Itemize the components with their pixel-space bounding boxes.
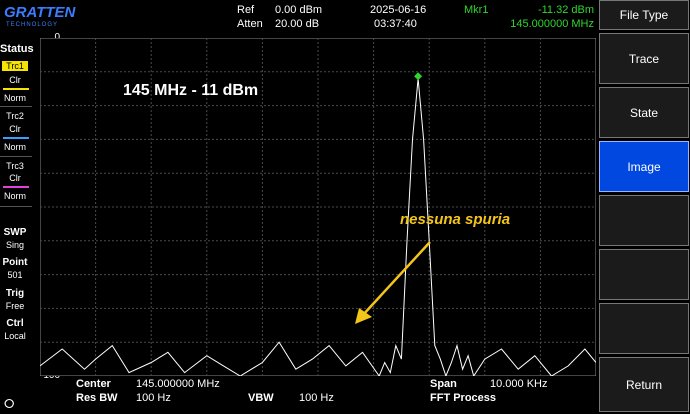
softkey-return[interactable]: Return: [599, 357, 689, 412]
spectrum-trace: [40, 78, 596, 376]
trace3-mode: Clr: [9, 173, 21, 183]
atten-value: 20.00 dB: [275, 18, 320, 30]
center-label: Center: [76, 378, 111, 390]
softkey-trace[interactable]: Trace: [599, 33, 689, 84]
usb-icon: ⭘: [4, 396, 15, 411]
spur-annotation: nessuna spuria: [400, 211, 511, 228]
trace2-color-bar: [3, 137, 29, 139]
ref-value: 0.00 dBm: [275, 4, 323, 16]
trace1-color-bar: [3, 88, 29, 90]
swp-label: SWP: [3, 227, 27, 238]
center-value[interactable]: 145.000000 MHz: [136, 378, 220, 390]
plot-grid: [40, 38, 596, 376]
softkey-menu-title: File Type: [599, 0, 689, 30]
gratten-logo: GRATTEN TECHNOLOGY: [2, 2, 94, 28]
ctrl-value: Local: [4, 331, 26, 341]
trig-value: Free: [5, 301, 25, 311]
trace1-mode: Clr: [9, 75, 21, 85]
trace2-mode: Clr: [9, 124, 21, 134]
softkey-empty-3[interactable]: [599, 303, 689, 354]
logo-subtext: TECHNOLOGY: [6, 22, 58, 28]
status-divider: [0, 106, 32, 107]
marker-diamond: [414, 72, 423, 81]
trace2-name: Trc2: [6, 111, 24, 121]
time-display: 03:37:40: [374, 18, 417, 30]
peak-annotation: 145 MHz - 11 dBm: [123, 82, 259, 99]
ctrl-label: Ctrl: [6, 318, 24, 329]
marker-label: Mkr1: [464, 4, 489, 16]
status-divider: [0, 156, 32, 157]
swp-value: Sing: [5, 240, 24, 250]
marker-amplitude: -11.32 dBm: [537, 4, 594, 16]
softkey-empty-2[interactable]: [599, 249, 689, 300]
vbw-value[interactable]: 100 Hz: [299, 392, 334, 404]
span-value[interactable]: 10.000 KHz: [490, 378, 548, 390]
point-value: 501: [7, 270, 23, 280]
trace1-name: Trc1: [2, 61, 28, 71]
fft-process-label: FFT Process: [430, 392, 497, 404]
trace3-name: Trc3: [6, 161, 24, 171]
marker-frequency: 145.000000 MHz: [510, 18, 594, 30]
span-label: Span: [430, 378, 457, 390]
softkey-state[interactable]: State: [599, 87, 689, 138]
spectrum-plot[interactable]: [40, 38, 596, 376]
point-label: Point: [2, 257, 28, 268]
trace1-type: Norm: [4, 93, 26, 103]
trig-label: Trig: [5, 288, 25, 299]
marker-1: [414, 72, 423, 81]
resbw-value[interactable]: 100 Hz: [136, 392, 171, 404]
date-display: 2025-06-16: [370, 4, 427, 16]
atten-label: Atten: [237, 18, 263, 30]
resbw-label: Res BW: [76, 392, 118, 404]
softkey-image[interactable]: Image: [599, 141, 689, 192]
status-title: Status: [0, 43, 34, 55]
ref-label: Ref: [237, 4, 255, 16]
logo-text: GRATTEN: [4, 4, 77, 21]
vbw-label: VBW: [248, 392, 274, 404]
trace3-color-bar: [3, 186, 29, 188]
trace3-type: Norm: [4, 191, 26, 201]
status-divider: [0, 206, 32, 207]
trace2-type: Norm: [4, 142, 26, 152]
annotation-arrow: [355, 241, 431, 324]
softkey-empty-1[interactable]: [599, 195, 689, 246]
